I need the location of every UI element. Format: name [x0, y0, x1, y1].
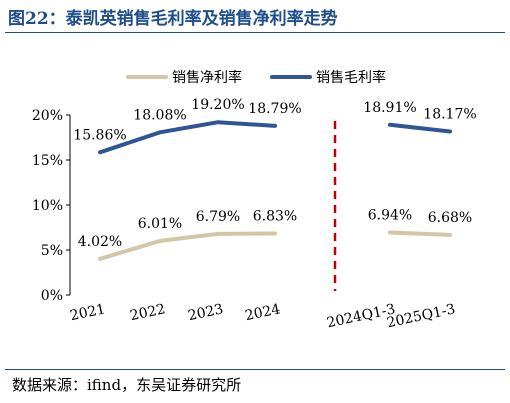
- x-tick-label: 2023: [187, 301, 225, 324]
- net-margin-data-label: 6.79%: [196, 209, 240, 225]
- source-note: 数据来源：ifind，东吴证券研究所: [12, 376, 242, 394]
- legend-net-margin-label: 销售净利率: [172, 69, 242, 86]
- source-rule: [5, 369, 505, 370]
- y-tick-label: 0%: [41, 288, 63, 304]
- x-tick-label: 2025Q1-3: [385, 301, 456, 331]
- figure-title: 图22：泰凯英销售毛利率及销售净利率走势: [8, 9, 338, 29]
- gross-margin-data-label: 19.20%: [191, 97, 244, 113]
- y-tick-label: 15%: [32, 153, 63, 169]
- y-tick-label: 20%: [32, 108, 63, 124]
- x-tick-label: 2024: [244, 301, 282, 324]
- gross-margin-line: [98, 120, 277, 155]
- x-tick-label: 2021: [69, 301, 107, 324]
- legend-gross-margin-label: 销售毛利率: [316, 69, 386, 86]
- net-margin-data-label: 6.83%: [253, 209, 297, 225]
- net-margin-data-label: 6.68%: [428, 210, 472, 226]
- margin-line-chart: 0%5%10%15%20%2021 2022 2023 2024 2024Q1-3202…: [32, 69, 477, 331]
- gross-margin-data-label: 18.08%: [133, 107, 186, 123]
- gross-margin-data-label: 18.17%: [423, 106, 476, 122]
- y-tick-label: 5%: [41, 243, 63, 259]
- y-tick-label: 10%: [32, 198, 63, 214]
- net-margin-data-label: 4.02%: [78, 234, 122, 250]
- gross-margin-line: [388, 122, 452, 134]
- net-margin-data-label: 6.01%: [138, 216, 182, 232]
- title-rule: [5, 32, 505, 33]
- gross-margin-data-label: 18.91%: [363, 100, 416, 116]
- net-margin-data-label: 6.94%: [368, 208, 412, 224]
- net-margin-line: [98, 231, 277, 261]
- gross-margin-data-label: 15.86%: [73, 127, 126, 143]
- gross-margin-data-label: 18.79%: [248, 101, 301, 117]
- x-tick-label: 2022: [129, 301, 167, 324]
- net-margin-line: [388, 230, 452, 237]
